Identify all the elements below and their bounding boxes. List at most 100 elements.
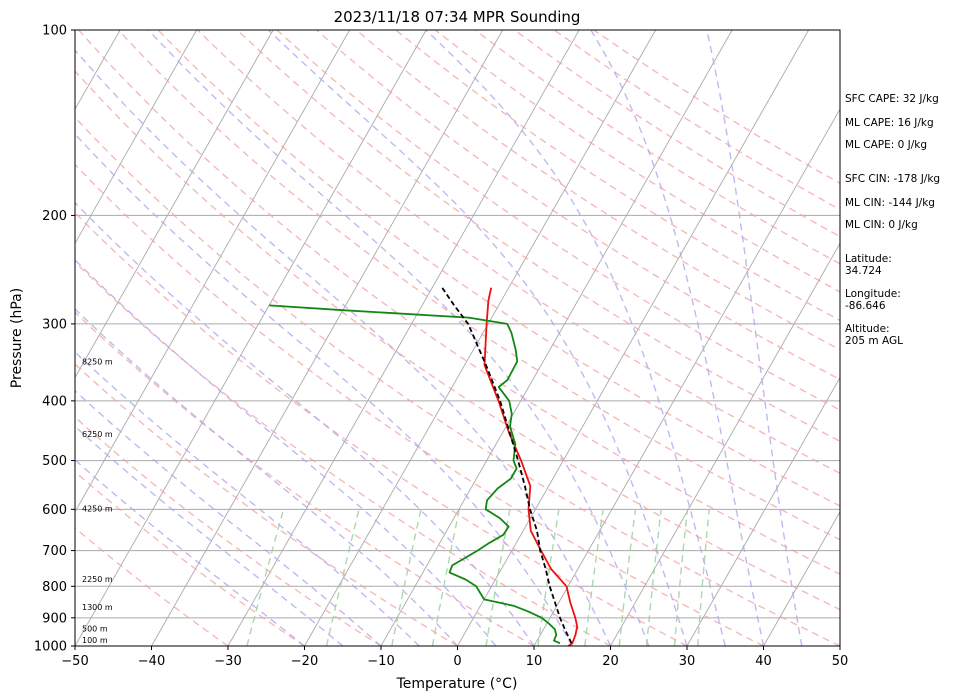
x-axis-label: Temperature (°C) <box>396 676 518 692</box>
sfc-cape: SFC CAPE: 32 J/kg <box>845 93 939 105</box>
dry-adiabat <box>316 30 840 381</box>
temperature-profile <box>483 287 579 646</box>
x-tick-label: 20 <box>602 654 619 669</box>
sounding-stats: SFC CAPE: 32 J/kg ML CAPE: 16 J/kg ML CA… <box>845 93 940 347</box>
dry-adiabat <box>75 211 688 646</box>
mixing-ratio-line <box>537 509 560 646</box>
moist-adiabat <box>75 201 535 646</box>
x-tick-label: 30 <box>679 654 696 669</box>
isotherm-20 <box>610 242 840 646</box>
moist-adiabat <box>75 308 459 646</box>
isotherm--50 <box>75 30 427 646</box>
dry-adiabat <box>355 30 840 351</box>
moist-adiabat <box>75 49 612 646</box>
moist-adiabat <box>590 30 765 646</box>
longitude-value: -86.646 <box>845 300 886 312</box>
longitude-label: Longitude: <box>845 288 901 300</box>
dry-adiabat <box>75 261 611 646</box>
x-tick-label: −30 <box>214 654 241 669</box>
y-tick-label: 300 <box>42 317 67 332</box>
moist-adiabat <box>75 458 305 646</box>
latitude-value: 34.724 <box>845 265 882 277</box>
mixing-ratio-line <box>325 509 360 646</box>
x-tick-label: −10 <box>367 654 394 669</box>
dry-adiabat <box>434 30 840 293</box>
parcel-profile <box>441 287 573 644</box>
moist-adiabat <box>75 389 382 646</box>
moist-adiabat <box>75 133 573 646</box>
height-label: 2250 m <box>82 575 113 584</box>
ml-cin-2: ML CIN: 0 J/kg <box>845 219 918 231</box>
isotherm--40 <box>151 30 504 646</box>
x-tick-label: 10 <box>526 654 543 669</box>
chart-title: 2023/11/18 07:34 MPR Sounding <box>334 8 581 26</box>
latitude-label: Latitude: <box>845 253 892 265</box>
isotherm--20 <box>304 30 657 646</box>
isotherm-40 <box>763 510 840 646</box>
height-label: 100 m <box>82 636 108 645</box>
isotherm-10 <box>533 108 840 646</box>
y-tick-label: 800 <box>42 580 67 595</box>
profile-lines <box>269 287 579 646</box>
height-label: 8250 m <box>82 357 113 366</box>
dry-adiabat <box>75 416 382 646</box>
moist-adiabat <box>267 30 688 646</box>
y-axis-ticks: 100 200 300 400 500 600 700 800 900 1000 <box>34 24 75 655</box>
dry-adiabat <box>75 163 764 646</box>
dry-adiabat <box>75 311 535 646</box>
mixing-ratio-line <box>431 509 460 646</box>
x-tick-label: −20 <box>291 654 318 669</box>
mixing-ratio-line <box>246 509 285 646</box>
mixing-ratio-line <box>673 509 689 646</box>
dry-adiabat <box>117 30 840 541</box>
moist-adiabat <box>75 425 344 646</box>
moist-adiabat <box>425 30 726 646</box>
mixing-ratio-line <box>618 509 637 646</box>
isotherm--30 <box>227 30 580 646</box>
sfc-cin: SFC CIN: -178 J/kg <box>845 173 940 185</box>
x-tick-label: −40 <box>138 654 165 669</box>
isotherm--10 <box>380 30 733 646</box>
dry-adiabat <box>75 470 305 646</box>
isotherm--80 <box>75 30 198 245</box>
background-grid <box>75 30 840 646</box>
y-axis-label: Pressure (hPa) <box>9 288 25 388</box>
isotherm-0 <box>457 30 810 646</box>
y-tick-label: 700 <box>42 544 67 559</box>
y-tick-label: 600 <box>42 503 67 518</box>
x-axis-ticks: −50 −40 −30 −20 −10 0 10 20 30 40 50 <box>61 646 848 669</box>
ml-cape-2: ML CAPE: 0 J/kg <box>845 139 927 151</box>
height-label: 4250 m <box>82 504 113 513</box>
x-tick-label: 0 <box>453 654 461 669</box>
dry-adiabat <box>75 116 840 646</box>
height-labels: 8250 m 6250 m 4250 m 2250 m 1300 m 500 m 100 m <box>82 357 113 644</box>
height-label: 6250 m <box>82 430 113 439</box>
altitude-label: Altitude: <box>845 323 890 335</box>
isotherm--60 <box>75 30 351 513</box>
y-tick-label: 500 <box>42 454 67 469</box>
y-tick-label: 400 <box>42 394 67 409</box>
ml-cin-1: ML CIN: -144 J/kg <box>845 197 935 209</box>
y-tick-label: 100 <box>42 24 67 39</box>
mixing-ratio-line <box>391 509 422 646</box>
x-tick-label: 50 <box>832 654 849 669</box>
dry-adiabat <box>276 30 840 411</box>
x-tick-label: 40 <box>755 654 772 669</box>
ml-cape-1: ML CAPE: 16 J/kg <box>845 117 934 129</box>
mixing-ratio-line <box>645 509 662 646</box>
mixing-ratio-line <box>485 509 511 646</box>
mixing-ratio-line <box>697 509 710 646</box>
dry-adiabat <box>75 527 229 646</box>
isotherm--70 <box>75 30 274 379</box>
y-tick-label: 900 <box>42 611 67 626</box>
y-tick-label: 1000 <box>34 640 67 655</box>
dry-adiabat <box>78 30 840 575</box>
isotherm-30 <box>686 376 840 646</box>
dry-adiabat <box>395 30 840 322</box>
height-label: 500 m <box>82 625 108 634</box>
height-label: 1300 m <box>82 603 113 612</box>
y-tick-label: 200 <box>42 209 67 224</box>
moist-adiabat <box>706 30 803 646</box>
